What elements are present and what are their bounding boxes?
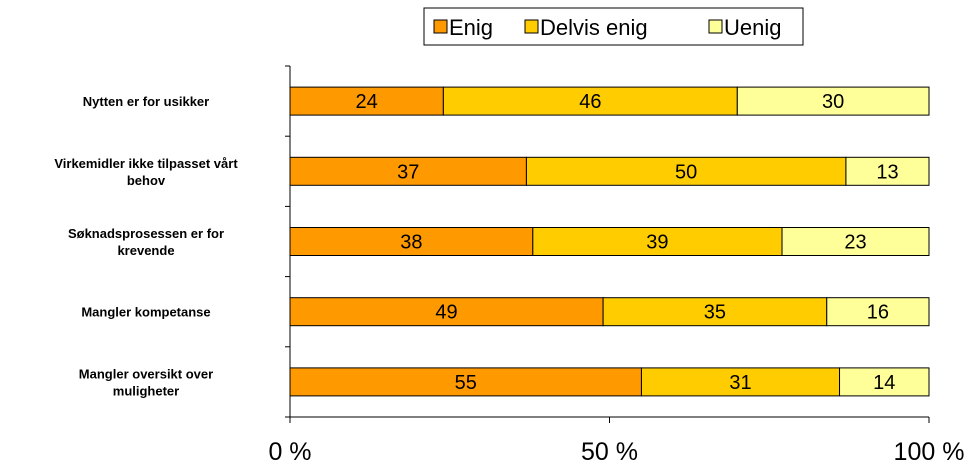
- legend-swatch-uenig: [708, 19, 723, 34]
- bar-uenig: [736, 86, 930, 116]
- category-label: Søknadsprosessen er for krevende: [68, 226, 224, 258]
- data-label: 39: [646, 232, 668, 254]
- bar-uenig: [826, 297, 930, 327]
- data-label: 16: [867, 302, 889, 324]
- bar-uenig: [839, 367, 930, 397]
- bar-enig: [289, 367, 642, 397]
- data-label: 13: [876, 161, 898, 183]
- data-label: 50: [675, 161, 697, 183]
- data-label: 23: [844, 232, 866, 254]
- data-label: 30: [822, 91, 844, 113]
- bar-delvis-enig: [640, 367, 841, 397]
- labels: 0 % 50 % 100 % 24 46 30 Nytten er for usikker 3…: [54, 91, 964, 466]
- category-label: Mangler oversikt over muligheter: [79, 366, 213, 398]
- data-label: 46: [579, 91, 601, 113]
- x-tick-label: 50 %: [581, 438, 638, 466]
- data-label: 24: [356, 91, 378, 113]
- legend: Enig Delvis enig Uenig: [423, 7, 804, 46]
- legend-swatch-enig: [433, 19, 448, 34]
- data-label: 55: [455, 372, 477, 394]
- data-label: 14: [873, 372, 895, 394]
- data-label: 49: [435, 302, 457, 324]
- bar-enig: [289, 156, 527, 186]
- legend-label-uenig: Uenig: [724, 15, 781, 40]
- x-tick-label: 100 %: [894, 438, 965, 466]
- bar-enig: [289, 297, 604, 327]
- bars: [289, 86, 930, 397]
- category-label: Virkemidler ikke tilpasset vårt behov: [54, 156, 238, 188]
- data-label: 35: [704, 302, 726, 324]
- bar-uenig: [845, 156, 930, 186]
- data-label: 31: [729, 372, 751, 394]
- legend-label-enig: Enig: [449, 15, 493, 40]
- legend-swatch-delvis-enig: [524, 19, 539, 34]
- bar-delvis-enig: [525, 156, 847, 186]
- data-label: 38: [400, 232, 422, 254]
- category-label: Mangler kompetanse: [81, 305, 210, 320]
- x-tick-label: 0 %: [268, 438, 311, 466]
- bar-enig: [289, 86, 444, 116]
- legend-box: [423, 7, 804, 46]
- legend-label-delvis-enig: Delvis enig: [540, 15, 648, 40]
- bar-uenig: [781, 227, 930, 256]
- bar-delvis-enig: [602, 297, 828, 327]
- bar-delvis-enig: [532, 227, 783, 256]
- data-label: 37: [397, 161, 419, 183]
- category-label: Nytten er for usikker: [83, 94, 209, 109]
